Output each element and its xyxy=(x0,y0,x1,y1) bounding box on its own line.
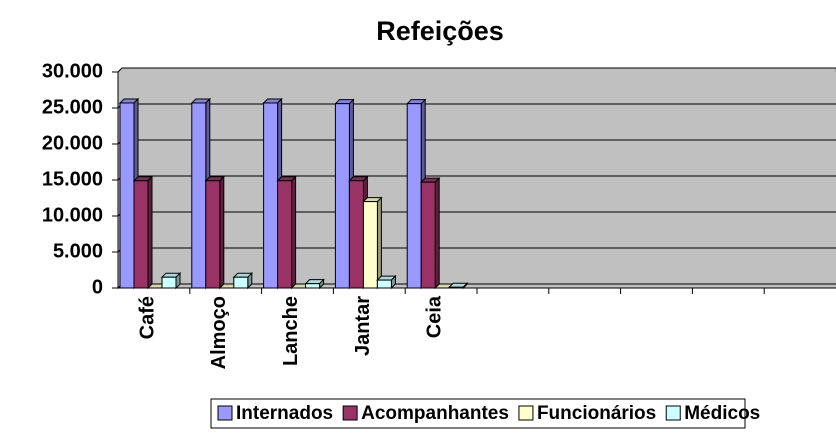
y-tick-label: 30.000 xyxy=(42,60,103,82)
x-tick-label: Jantar xyxy=(352,296,374,356)
y-tick-label: 5.000 xyxy=(53,240,103,262)
bar-side xyxy=(219,175,225,290)
bar xyxy=(348,180,364,289)
legend: Internados Acompanhantes Funcionários Médic… xyxy=(210,398,760,429)
bar xyxy=(133,180,149,289)
bar-side xyxy=(434,176,440,290)
legend-label: Internados xyxy=(236,403,333,424)
bar xyxy=(277,180,293,289)
legend-label: Acompanhantes xyxy=(361,403,509,424)
grid-line xyxy=(117,67,836,73)
bar xyxy=(305,283,321,289)
y-tick-label: 15.000 xyxy=(42,168,103,190)
bar xyxy=(334,103,350,289)
bar xyxy=(233,276,249,289)
bar-side xyxy=(376,196,382,290)
bar xyxy=(448,286,464,289)
bar xyxy=(376,279,392,289)
bar xyxy=(420,181,436,289)
legend-swatch xyxy=(217,405,233,421)
y-tick-label: 20.000 xyxy=(42,132,103,154)
chart-title: Refeições xyxy=(376,16,504,46)
bar xyxy=(119,102,135,289)
x-tick-label: Almoço xyxy=(208,296,230,369)
bar xyxy=(205,180,221,289)
bar-side xyxy=(291,175,297,290)
x-tick-label: Ceia xyxy=(424,295,446,338)
bar xyxy=(263,102,279,289)
legend-label: Médicos xyxy=(684,403,760,424)
bar xyxy=(406,103,422,289)
x-tick-label: Café xyxy=(136,296,158,339)
y-tick-label: 0 xyxy=(92,276,103,298)
x-tick-label: Lanche xyxy=(280,296,302,366)
legend-box xyxy=(210,398,746,429)
legend-label: Funcionários xyxy=(537,403,656,424)
legend-swatch xyxy=(518,405,534,421)
bar xyxy=(191,102,207,289)
bar xyxy=(362,201,378,289)
bar-side xyxy=(147,175,153,290)
legend-swatch xyxy=(665,405,681,421)
y-tick-label: 10.000 xyxy=(42,204,103,226)
y-tick-label: 25.000 xyxy=(42,96,103,118)
plot-area xyxy=(118,72,836,288)
legend-swatch xyxy=(342,405,358,421)
bar xyxy=(161,276,177,289)
